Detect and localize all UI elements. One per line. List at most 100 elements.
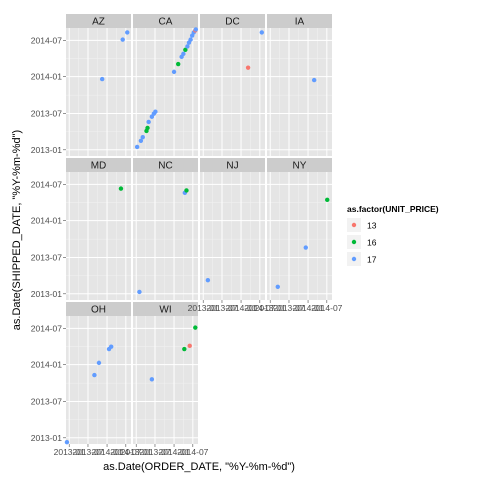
data-point bbox=[108, 344, 114, 349]
data-point bbox=[171, 69, 177, 75]
y-tick-label: 2013-01 bbox=[31, 289, 62, 299]
legend-label: 16 bbox=[367, 238, 377, 248]
legend-symbol bbox=[351, 256, 357, 262]
data-point bbox=[188, 37, 193, 42]
axes: 2013-012013-072014-012014-072013-012013-… bbox=[31, 35, 343, 457]
facet-strip-label: NY bbox=[293, 161, 307, 172]
data-point bbox=[185, 44, 190, 49]
data-point bbox=[146, 119, 151, 125]
legend-symbol bbox=[351, 222, 357, 228]
facet-strip-label: IA bbox=[295, 17, 305, 28]
facet-panel-md: MD bbox=[66, 158, 131, 300]
data-point bbox=[145, 125, 150, 131]
plot-panel bbox=[66, 172, 131, 300]
data-point bbox=[181, 51, 186, 57]
facet-strip-label: NC bbox=[158, 161, 172, 172]
facet-strip bbox=[66, 14, 131, 28]
x-tick-label: 2014-07 bbox=[110, 447, 141, 457]
data-point bbox=[311, 77, 317, 83]
y-tick-label: 2014-07 bbox=[31, 323, 62, 333]
data-point bbox=[120, 37, 125, 42]
x-tick-label: 2014-01 bbox=[91, 447, 122, 457]
data-point bbox=[303, 245, 308, 250]
x-tick-label: 2014-07 bbox=[244, 303, 275, 313]
y-tick-label: 2014-01 bbox=[31, 360, 62, 370]
data-point bbox=[92, 372, 97, 378]
facet-strip bbox=[66, 302, 131, 316]
data-point bbox=[193, 325, 198, 330]
facet-strip-label: DC bbox=[225, 17, 239, 28]
facet-strip-label: OH bbox=[91, 305, 106, 316]
facet-strip bbox=[133, 14, 198, 28]
data-point bbox=[153, 109, 158, 114]
x-axis-title: as.Date(ORDER_DATE, "%Y-%m-%d") bbox=[103, 461, 295, 473]
y-tick-label: 2014-07 bbox=[31, 35, 62, 45]
x-tick-label: 2013-07 bbox=[72, 447, 103, 457]
x-tick-label: 2013-01 bbox=[54, 447, 85, 457]
legend-label: 13 bbox=[367, 221, 377, 231]
data-point bbox=[184, 188, 189, 193]
facet-panel-az: AZ bbox=[66, 14, 131, 156]
data-point bbox=[183, 47, 188, 53]
data-point bbox=[245, 65, 251, 70]
data-point bbox=[137, 289, 142, 295]
legend-symbol bbox=[351, 239, 357, 245]
plot-panel bbox=[200, 172, 265, 300]
facet-strip-label: AZ bbox=[92, 17, 105, 28]
data-point bbox=[193, 27, 199, 32]
plot-panel bbox=[66, 316, 131, 444]
plot-panel bbox=[267, 28, 332, 156]
y-tick-label: 2013-07 bbox=[31, 253, 62, 263]
y-tick-label: 2014-01 bbox=[31, 72, 62, 82]
facet-panel-ia: IA bbox=[267, 14, 332, 156]
y-tick-label: 2013-07 bbox=[31, 397, 62, 407]
plot-panel bbox=[133, 316, 198, 444]
data-point bbox=[275, 284, 280, 289]
y-tick-label: 2014-07 bbox=[31, 179, 62, 189]
plot-panel bbox=[133, 172, 198, 300]
data-point bbox=[64, 439, 70, 445]
x-tick-label: 2013-01 bbox=[121, 447, 152, 457]
facet-strip bbox=[200, 158, 265, 172]
data-point bbox=[182, 346, 187, 352]
data-point bbox=[118, 186, 124, 191]
x-tick-label: 2014-01 bbox=[225, 303, 256, 313]
facet-strip-label: CA bbox=[159, 17, 173, 28]
x-tick-label: 2013-07 bbox=[206, 303, 237, 313]
facet-panel-ny: NY bbox=[267, 158, 332, 300]
x-tick-label: 2013-07 bbox=[139, 447, 170, 457]
facet-strip bbox=[267, 158, 332, 172]
facet-strip-label: WI bbox=[159, 305, 171, 316]
x-tick-label: 2013-07 bbox=[273, 303, 304, 313]
data-point bbox=[205, 277, 211, 283]
data-point bbox=[140, 134, 145, 140]
facet-strip bbox=[133, 158, 198, 172]
x-tick-label: 2014-01 bbox=[158, 447, 189, 457]
facet-strip bbox=[267, 14, 332, 28]
facet-panel-nj: NJ bbox=[200, 158, 265, 300]
y-tick-label: 2013-07 bbox=[31, 109, 62, 119]
facet-strip bbox=[133, 302, 198, 316]
plot-panel bbox=[267, 172, 332, 300]
data-point bbox=[125, 30, 130, 35]
facet-panel-nc: NC bbox=[133, 158, 198, 300]
data-point bbox=[325, 197, 330, 203]
data-point bbox=[149, 377, 155, 382]
facet-strip bbox=[200, 14, 265, 28]
y-tick-label: 2013-01 bbox=[31, 145, 62, 155]
facet-strip bbox=[66, 158, 131, 172]
plot-panel bbox=[200, 28, 265, 156]
facet-panel-ca: CA bbox=[133, 14, 198, 156]
x-tick-label: 2013-01 bbox=[188, 303, 219, 313]
facet-strip-label: MD bbox=[91, 161, 107, 172]
data-point bbox=[96, 360, 102, 366]
y-axis-title: as.Date(SHIPPED_DATE, "%Y-%m-%d") bbox=[11, 130, 23, 330]
x-tick-label: 2014-07 bbox=[177, 447, 208, 457]
y-tick-label: 2014-01 bbox=[31, 216, 62, 226]
y-tick-label: 2013-01 bbox=[31, 433, 62, 443]
x-tick-label: 2014-01 bbox=[292, 303, 323, 313]
data-point bbox=[134, 144, 140, 150]
plot-panel bbox=[66, 28, 131, 156]
facet-panel-oh: OH bbox=[66, 302, 131, 444]
